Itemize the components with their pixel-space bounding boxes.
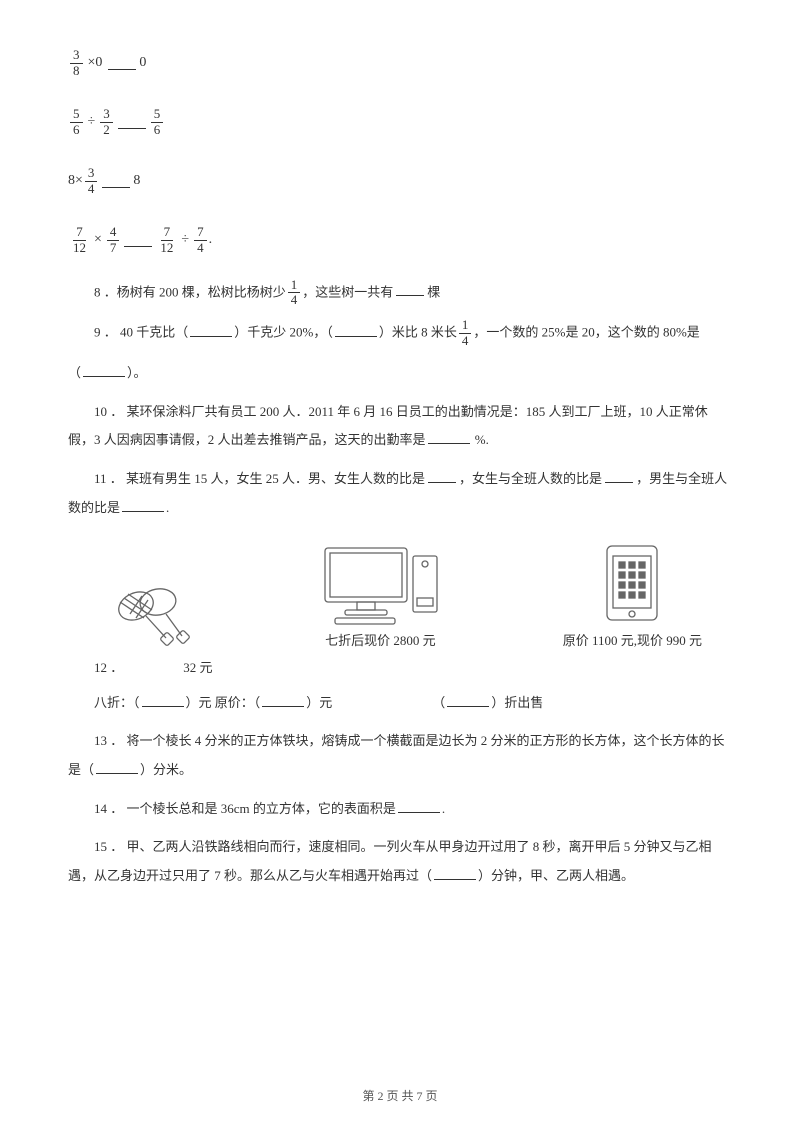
blank: [398, 799, 440, 813]
footer-text: 第 2 页 共 7 页: [362, 1089, 437, 1103]
blank: [190, 323, 232, 337]
period: .: [209, 229, 213, 251]
equation-1: 3 8 ×0 0: [68, 48, 732, 79]
blank: [122, 498, 164, 512]
lhs: 8×: [68, 170, 83, 192]
text: .: [442, 801, 445, 816]
text: 某班有男生 15 人，女生 25 人．男、女生人数的比是: [123, 471, 425, 486]
blank: [428, 430, 470, 444]
fraction-3-4: 3 4: [85, 166, 98, 197]
operator: ÷: [88, 111, 96, 133]
fraction-3-2: 3 2: [100, 107, 113, 138]
rhs: 8: [133, 170, 140, 192]
fraction-7-12: 7 12: [70, 225, 89, 256]
text: ）元: [306, 695, 332, 710]
text: 八折：（: [94, 695, 140, 710]
question-12-images: 七折后现价 2800 元 原价 1100 元,现价 990 元: [68, 532, 732, 658]
rhs: 0: [139, 52, 146, 74]
text: %.: [472, 432, 489, 447]
q-label: 10 ．: [94, 404, 123, 419]
q-label: 11 ．: [94, 471, 123, 486]
question-13: 13 ． 将一个棱长 4 分米的正方体铁块，熔铸成一个横截面是边长为 2 分米的…: [68, 727, 732, 784]
question-11: 11 ． 某班有男生 15 人，女生 25 人．男、女生人数的比是 ，女生与全班人…: [68, 465, 732, 522]
question-14: 14 ． 一个棱长总和是 36cm 的立方体，它的表面积是.: [68, 795, 732, 824]
blank: [142, 693, 184, 707]
caption: 七折后现价 2800 元: [325, 631, 436, 652]
item-rackets: [108, 584, 198, 652]
text: 某环保涂料厂共有员工 200 人．2011 年 6 月 16 日员工的出勤情况是…: [68, 404, 708, 448]
page-footer: 第 2 页 共 7 页: [0, 1087, 800, 1106]
blank: [96, 760, 138, 774]
q-label: 14 ．: [94, 801, 123, 816]
question-9-cont: （ ）。: [68, 359, 732, 388]
item-computer: 七折后现价 2800 元: [315, 542, 445, 652]
q-label: 12 ．: [68, 658, 123, 679]
text: ，女生与全班人数的比是: [459, 471, 602, 486]
text: ，这些树一共有: [302, 284, 393, 299]
equation-2: 5 6 ÷ 3 2 5 6: [68, 107, 732, 138]
text: （: [432, 695, 445, 710]
blank: [428, 469, 456, 483]
caption: 32 元: [183, 658, 212, 679]
text: ）折出售: [491, 695, 543, 710]
text: .: [166, 500, 169, 515]
blank: [605, 469, 633, 483]
equation-3: 8× 3 4 8: [68, 166, 732, 197]
fraction-7-4: 7 4: [194, 225, 207, 256]
text: 40 千克比（: [117, 325, 189, 340]
blank: [118, 115, 146, 129]
q-label: 13 ．: [94, 733, 123, 748]
question-12-line2: 八折：（ ）元 原价：（ ）元 （ ）折出售: [68, 689, 732, 718]
tablet-icon: [597, 542, 667, 627]
blank: [83, 363, 125, 377]
fraction-5-6: 5 6: [70, 107, 83, 138]
blank: [447, 693, 489, 707]
text: 杨树有 200 棵，松树比杨树少: [117, 284, 286, 299]
question-9: 9 ． 40 千克比（ ）千克少 20%，（ ）米比 8 米长14，一个数的 25%…: [68, 318, 732, 349]
caption: 原价 1100 元,现价 990 元: [563, 631, 702, 652]
text: 一个棱长总和是 36cm 的立方体，它的表面积是: [123, 801, 396, 816]
fraction-4-7: 4 7: [107, 225, 120, 256]
blank: [102, 174, 130, 188]
blank: [434, 866, 476, 880]
blank: [124, 233, 152, 247]
text: ）元 原价：（: [186, 695, 261, 710]
computer-icon: [315, 542, 445, 627]
blank: [396, 282, 424, 296]
item-tablet: 原价 1100 元,现价 990 元: [563, 542, 702, 652]
text: ）。: [127, 365, 147, 380]
text: ，一个数的 25%是 20，这个数的 80%是: [473, 325, 699, 340]
blank: [335, 323, 377, 337]
question-10: 10 ． 某环保涂料厂共有员工 200 人．2011 年 6 月 16 日员工的…: [68, 398, 732, 455]
question-8: 8 ．杨树有 200 棵，松树比杨树少14，这些树一共有 棵: [68, 278, 732, 309]
operator: ÷: [181, 229, 189, 251]
fraction-5-6b: 5 6: [151, 107, 164, 138]
q-label: 15 ．: [94, 839, 123, 854]
rackets-icon: [108, 584, 198, 652]
q-label: 9 ．: [94, 325, 117, 340]
operator: ×0: [88, 52, 103, 74]
fraction-7-12b: 7 12: [157, 225, 176, 256]
text: ）米比 8 米长: [379, 325, 457, 340]
question-15: 15 ． 甲、乙两人沿铁路线相向而行，速度相同。一列火车从甲身边开过用了 8 秒…: [68, 833, 732, 890]
q-label: 8 ．: [94, 284, 117, 299]
question-12-label-line: 12 ． 32 元: [68, 658, 732, 679]
text: ）分米。: [140, 762, 192, 777]
equation-4: 7 12 × 4 7 7 12 ÷ 7 4 .: [68, 225, 732, 256]
fraction-1-4: 14: [459, 318, 472, 349]
text: （: [68, 365, 81, 380]
text: 棵: [427, 284, 440, 299]
fraction-3-8: 3 8: [70, 48, 83, 79]
blank: [262, 693, 304, 707]
text: ）分钟，甲、乙两人相遇。: [478, 868, 634, 883]
fraction-1-4: 14: [288, 278, 301, 309]
operator: ×: [94, 229, 102, 251]
text: ）千克少 20%，（: [234, 325, 333, 340]
blank: [108, 56, 136, 70]
